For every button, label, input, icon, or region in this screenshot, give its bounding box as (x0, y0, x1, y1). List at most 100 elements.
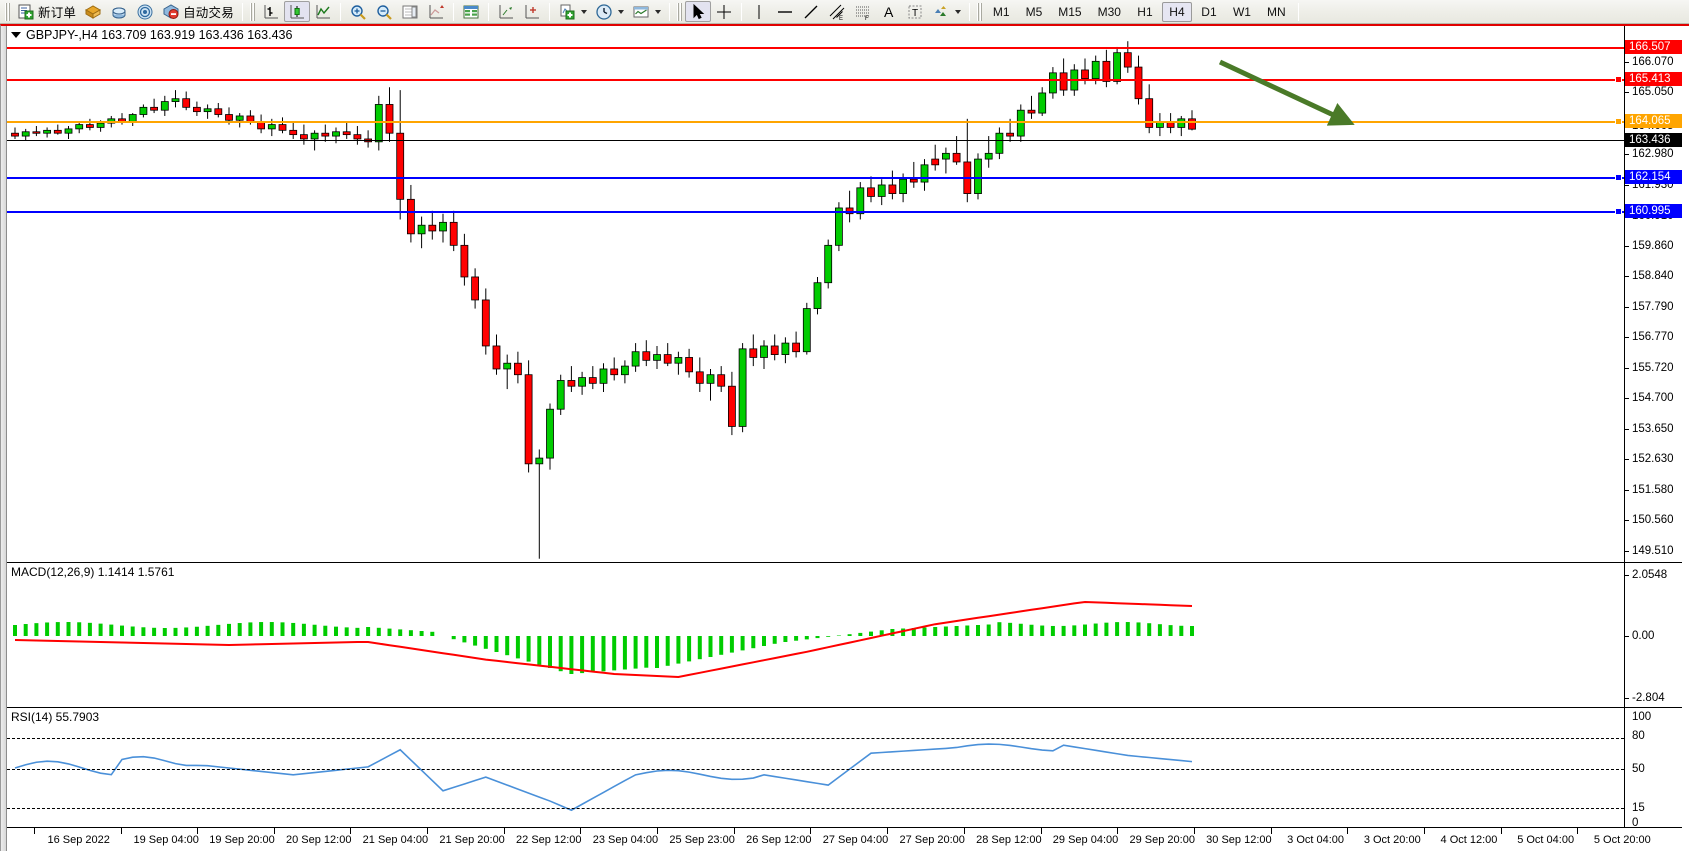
chart-collapse-icon[interactable] (11, 32, 21, 38)
svg-text:F: F (865, 16, 869, 21)
chart-left-gutter (1, 26, 7, 851)
crosshair-tool-button[interactable] (493, 1, 519, 22)
zoom-in-button[interactable] (345, 1, 371, 22)
data-center-button[interactable] (106, 1, 132, 22)
market-watch-button[interactable] (458, 1, 484, 22)
trendline-button[interactable] (798, 1, 824, 22)
timeframe-m1[interactable]: M1 (992, 4, 1010, 19)
objects-list-button[interactable] (928, 1, 965, 22)
zoom-out-button[interactable] (371, 1, 397, 22)
macd-pane[interactable]: MACD(12,26,9) 1.1414 1.5761 2.0548 0.00 -2… (7, 562, 1682, 707)
main-toolbar[interactable]: 新订单 (0, 0, 1689, 24)
autoscroll-icon (401, 3, 419, 21)
timeframe-mn[interactable]: MN (1266, 4, 1286, 19)
cross-tool-button[interactable] (519, 1, 545, 22)
chart-window[interactable]: GBPJPY-,H4 163.709 163.919 163.436 163.4… (0, 24, 1689, 851)
time-axis[interactable]: 16 Sep 2022 19 Sep 04:00 19 Sep 20:00 20 Se… (7, 827, 1682, 851)
level-line-current-price[interactable] (7, 140, 1624, 141)
time-tick (887, 828, 889, 834)
templates-dropdown-caret[interactable] (654, 9, 661, 14)
level-handle-support-lower[interactable] (1615, 208, 1622, 215)
price-tick-label: 152.630 (1632, 453, 1674, 465)
level-line-resistance-mid[interactable] (7, 79, 1624, 81)
fibonacci-button[interactable]: F (850, 1, 876, 22)
toolbar-grip-2[interactable] (249, 2, 255, 21)
level-handle-pivot-orange[interactable] (1615, 118, 1622, 125)
auto-trading-button[interactable]: 自动交易 (158, 1, 238, 22)
level-tag-support-lower[interactable]: 160.995 (1625, 204, 1682, 218)
toolbar-separator-1 (241, 2, 243, 21)
time-tick-label: 21 Sep 04:00 (362, 834, 429, 846)
text-button[interactable]: A (876, 1, 902, 22)
rsi-level-line (7, 738, 1624, 739)
period-button[interactable] (591, 1, 628, 22)
templates-button[interactable] (628, 1, 665, 22)
level-tag-current-price[interactable]: 163.436 (1625, 133, 1682, 147)
level-tag-resistance-top[interactable]: 166.507 (1625, 40, 1682, 54)
line-chart-button[interactable] (310, 1, 336, 22)
level-tag-pivot-orange[interactable]: 164.065 (1625, 114, 1682, 128)
candlestick-series (11, 41, 1196, 559)
autoscroll-button[interactable] (397, 1, 423, 22)
bar-chart-button[interactable] (258, 1, 284, 22)
price-tick (1625, 154, 1629, 155)
expert-advisor-button[interactable] (80, 1, 106, 22)
level-tag-resistance-mid[interactable]: 165.413 (1625, 72, 1682, 86)
level-line-support-lower[interactable] (7, 211, 1624, 213)
price-tick (1625, 246, 1629, 247)
macd-tick (1625, 575, 1629, 576)
rsi-scale[interactable]: 100 80 50 15 0 (1624, 708, 1682, 829)
toolbar-grip-3[interactable] (676, 2, 682, 21)
rsi-level-line (7, 769, 1624, 770)
svg-text:E: E (839, 16, 843, 21)
price-tick-label: 162.980 (1632, 148, 1674, 160)
toolbar-grip[interactable] (5, 2, 10, 21)
price-tick (1625, 368, 1629, 369)
macd-series (13, 600, 1194, 679)
price-plot-area[interactable]: GBPJPY-,H4 163.709 163.919 163.436 163.4… (7, 26, 1624, 562)
cursor-tool-button[interactable] (684, 1, 711, 22)
timeframe-w1[interactable]: W1 (1232, 4, 1251, 19)
objects-dropdown-caret[interactable] (954, 9, 961, 14)
horizontal-line-button[interactable] (772, 1, 798, 22)
text-label-button[interactable]: T (902, 1, 928, 22)
level-handle-resistance-mid[interactable] (1615, 76, 1622, 83)
vertical-line-button[interactable] (746, 1, 772, 22)
toolbar-separator-7 (740, 2, 742, 21)
expert-advisor-icon (84, 3, 102, 21)
crosshair-button[interactable] (711, 1, 737, 22)
level-tag-support-upper[interactable]: 162.154 (1625, 170, 1682, 184)
timeframe-h1[interactable]: H1 (1137, 4, 1153, 19)
level-line-resistance-top[interactable] (7, 47, 1624, 49)
price-pane[interactable]: GBPJPY-,H4 163.709 163.919 163.436 163.4… (7, 26, 1682, 583)
level-line-support-upper[interactable] (7, 177, 1624, 179)
candlestick-chart-button[interactable] (283, 1, 310, 22)
new-order-button[interactable]: 新订单 (13, 1, 80, 22)
macd-scale[interactable]: 2.0548 0.00 -2.804 (1624, 563, 1682, 707)
new-chart-dropdown-caret[interactable] (580, 9, 587, 14)
toolbar-grip-4[interactable] (976, 2, 982, 21)
market-watch-icon (462, 3, 480, 21)
equidistant-channel-button[interactable]: E (824, 1, 850, 22)
timeframe-h4[interactable]: H4 (1161, 1, 1192, 22)
timeframe-group[interactable]: M1 M5 M15 M30 H1 H4 D1 W1 MN (985, 1, 1294, 22)
time-tick (1193, 828, 1195, 834)
macd-plot-area[interactable]: MACD(12,26,9) 1.1414 1.5761 (7, 563, 1624, 707)
chart-shift-button[interactable] (423, 1, 449, 22)
level-handle-support-upper[interactable] (1615, 174, 1622, 181)
period-dropdown-caret[interactable] (617, 9, 624, 14)
text-label-icon: T (906, 3, 924, 21)
signals-button[interactable] (132, 1, 158, 22)
rsi-tick-label: 80 (1632, 730, 1645, 742)
time-tick-label: 19 Sep 20:00 (209, 834, 275, 846)
rsi-plot-area[interactable]: RSI(14) 55.7903 (7, 708, 1624, 827)
price-tick-label: 151.580 (1632, 484, 1674, 496)
timeframe-d1[interactable]: D1 (1201, 4, 1217, 19)
level-line-pivot-orange[interactable] (7, 121, 1624, 123)
new-chart-button[interactable] (554, 1, 591, 22)
timeframe-m5[interactable]: M5 (1025, 4, 1043, 19)
rsi-pane[interactable]: RSI(14) 55.7903 100 80 50 15 0 (7, 707, 1682, 829)
timeframe-m30[interactable]: M30 (1097, 4, 1121, 19)
timeframe-m15[interactable]: M15 (1058, 4, 1082, 19)
price-tick-label: 157.790 (1632, 301, 1674, 313)
